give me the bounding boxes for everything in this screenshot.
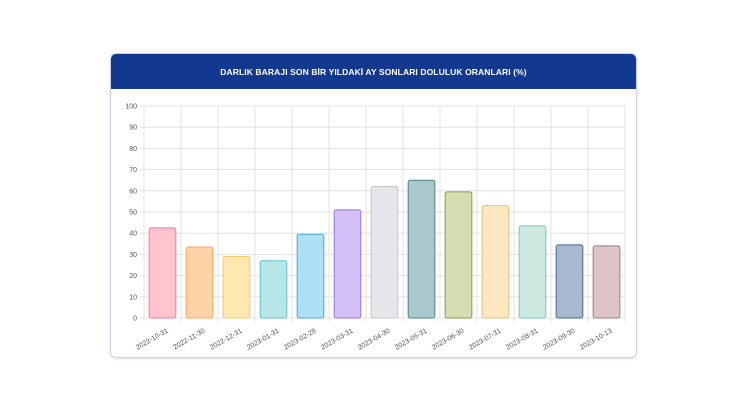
x-tick-label: 2022-12-31 bbox=[209, 328, 244, 352]
x-tick-label: 2023-07-31 bbox=[468, 328, 503, 352]
bar bbox=[592, 245, 621, 319]
bar bbox=[370, 186, 399, 319]
bar bbox=[555, 244, 584, 319]
y-tick-label: 0 bbox=[133, 316, 137, 323]
y-tick-label: 60 bbox=[129, 188, 137, 195]
y-tick-label: 100 bbox=[125, 104, 137, 111]
y-tick-label: 10 bbox=[129, 294, 137, 301]
y-tick-label: 30 bbox=[129, 252, 137, 259]
x-tick-label: 2023-05-31 bbox=[394, 328, 429, 352]
y-tick-label: 70 bbox=[129, 167, 137, 174]
bar bbox=[259, 260, 288, 319]
x-tick-label: 2023-10-13 bbox=[579, 328, 614, 352]
y-tick-label: 90 bbox=[129, 125, 137, 132]
chart-title: DARLIK BARAJI SON BİR YILDAKİ AY SONLARI… bbox=[111, 54, 636, 89]
bar bbox=[481, 205, 510, 319]
y-tick-label: 50 bbox=[129, 210, 137, 217]
bar bbox=[222, 256, 251, 319]
y-tick-label: 40 bbox=[129, 231, 137, 238]
chart-card: DARLIK BARAJI SON BİR YILDAKİ AY SONLARI… bbox=[110, 53, 637, 358]
bar bbox=[296, 233, 325, 319]
bar bbox=[148, 227, 177, 319]
x-tick-label: 2023-08-31 bbox=[505, 328, 540, 352]
bar-chart: 0 10 20 30 40 50 60 70 80 90 100 2022-10-31 2022-11-… bbox=[125, 104, 626, 352]
y-tick-label: 20 bbox=[129, 273, 137, 280]
x-tick-label: 2023-09-30 bbox=[542, 328, 577, 352]
x-tick-label: 2023-06-30 bbox=[431, 328, 466, 352]
x-tick-label: 2023-01-31 bbox=[246, 328, 281, 352]
bar bbox=[185, 246, 214, 319]
x-tick-label: 2023-04-30 bbox=[357, 328, 392, 352]
x-tick-label: 2023-02-28 bbox=[283, 328, 318, 352]
bar bbox=[444, 191, 473, 319]
x-tick-label: 2022-11-30 bbox=[172, 328, 206, 352]
bar bbox=[407, 179, 436, 319]
bar bbox=[518, 225, 547, 319]
bar bbox=[333, 209, 362, 319]
y-tick-label: 80 bbox=[129, 146, 137, 153]
x-tick-label: 2023-03-31 bbox=[320, 328, 355, 352]
x-tick-label: 2022-10-31 bbox=[135, 328, 170, 352]
